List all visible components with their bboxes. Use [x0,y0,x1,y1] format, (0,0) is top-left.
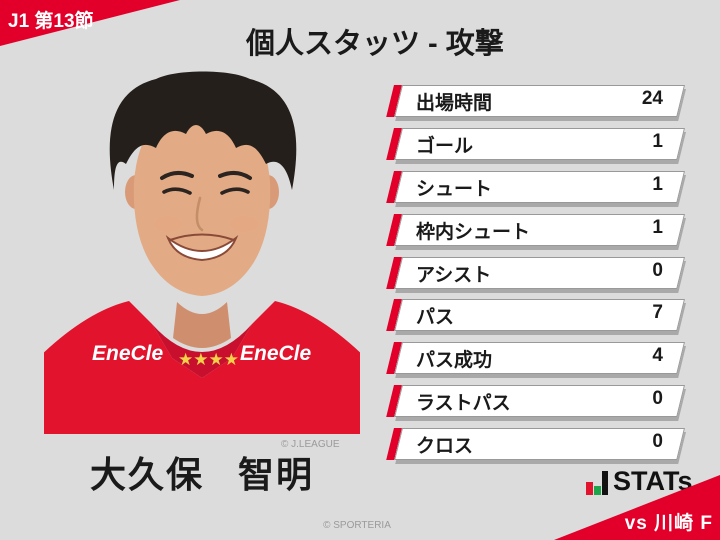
svg-text:★★★★: ★★★★ [178,350,239,369]
svg-text:EneCle: EneCle [92,342,164,365]
svg-text:EneCle: EneCle [240,342,312,365]
